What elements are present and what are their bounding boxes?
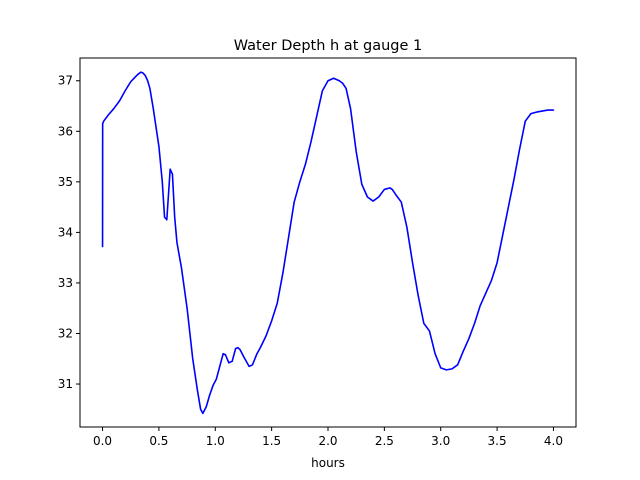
x-axis-ticks: 0.0 0.5 1.0 1.5 2.0 2.5 3.0 3.5 4.0 [93,427,563,448]
y-tick-label: 35 [58,175,73,189]
y-tick-label: 36 [58,124,73,138]
y-tick-label: 34 [58,225,73,239]
plot-area [101,71,555,415]
x-tick-label: 1.0 [206,434,225,448]
y-tick-label: 31 [58,377,73,391]
x-tick-label: 0.5 [149,434,168,448]
x-tick-label: 1.5 [262,434,281,448]
x-tick-label: 3.0 [431,434,450,448]
x-tick-label: 3.5 [488,434,507,448]
plot-frame [79,57,577,428]
y-tick-label: 37 [58,74,73,88]
y-tick-label: 33 [58,276,73,290]
x-axis-label: hours [311,456,345,470]
y-axis-ticks: 31 32 33 34 35 36 37 [58,74,80,391]
y-tick-label: 32 [58,326,73,340]
x-tick-label: 4.0 [544,434,563,448]
series-line [101,71,555,415]
chart-title: Water Depth h at gauge 1 [234,38,422,54]
x-tick-label: 0.0 [93,434,112,448]
x-tick-label: 2.0 [318,434,337,448]
x-tick-label: 2.5 [375,434,394,448]
